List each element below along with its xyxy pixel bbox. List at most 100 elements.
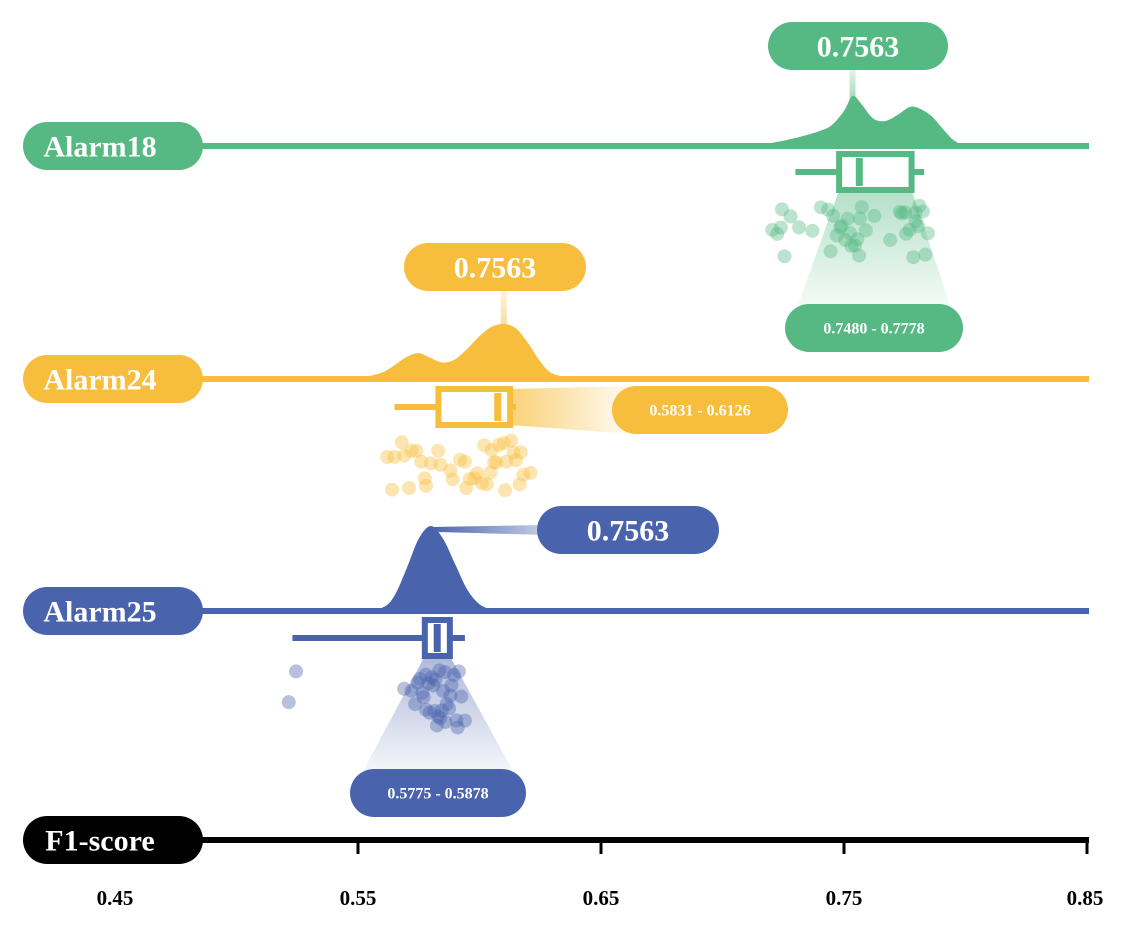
rain-point [426, 678, 441, 693]
rain-point [892, 204, 907, 219]
series-name: Alarm25 [43, 596, 156, 629]
rain-point [483, 465, 498, 480]
peak-label: 0.7563 [817, 31, 900, 64]
rain-point [462, 471, 477, 486]
rain-point [894, 206, 909, 221]
rain-point [823, 244, 838, 259]
rain-point [459, 481, 474, 496]
rain-point [852, 248, 867, 263]
rain-point [512, 477, 527, 492]
rain-point [840, 211, 855, 226]
rain-point [911, 219, 926, 234]
rain-point [506, 445, 521, 460]
rain-point [442, 701, 457, 716]
series-name-pill [23, 587, 203, 635]
rain-point [408, 697, 423, 712]
range-label: 0.5775 - 0.5878 [387, 786, 488, 803]
rain-point [491, 438, 506, 453]
rain-point [419, 702, 434, 717]
rain-point [844, 238, 859, 253]
x-tick-label: 0.85 [1067, 886, 1104, 910]
x-tick-label: 0.75 [826, 886, 863, 910]
rain-point [454, 689, 469, 704]
rain-point [513, 445, 528, 460]
box-iqr [836, 151, 915, 193]
rain-point [431, 443, 446, 458]
rain-point [380, 449, 395, 464]
series-name-pill [23, 122, 203, 170]
rain-point [805, 223, 820, 238]
rain-point [912, 198, 927, 213]
rain-point [410, 675, 425, 690]
rain-point [487, 455, 502, 470]
rain-point [397, 448, 412, 463]
range-callout-fan [510, 386, 632, 434]
rain-point [289, 664, 304, 679]
rain-point [415, 685, 430, 700]
range-callout-fan [362, 656, 514, 773]
rain-point [898, 205, 913, 220]
x-tick-label: 0.55 [340, 886, 377, 910]
peak-label-pill [404, 243, 586, 291]
rain-point [508, 453, 523, 468]
x-axis: 0.45 0.55 0.65 0.75 0.85 F1-score [23, 816, 1103, 910]
rain-point [783, 209, 798, 224]
rain-point [427, 704, 442, 719]
x-tick-label: 0.65 [583, 886, 620, 910]
rain-point [436, 683, 451, 698]
rain-point [457, 713, 472, 728]
density-cloud [285, 526, 504, 612]
rain-point [918, 247, 933, 262]
rain-point [908, 214, 923, 229]
peak-label-pill [537, 506, 719, 554]
rain-point [484, 443, 499, 458]
rain-point [838, 232, 853, 247]
rain-point [498, 483, 513, 498]
series-name: Alarm24 [43, 364, 156, 397]
rain-point [385, 482, 400, 497]
x-axis-title-pill [23, 816, 203, 864]
rain-point [474, 476, 489, 491]
rain-point [402, 481, 417, 496]
rain-point [417, 471, 432, 486]
peak-label-pill [768, 22, 948, 70]
rain-point [422, 705, 437, 720]
rain-point [450, 720, 465, 735]
rain-point [496, 435, 511, 450]
rain-point [902, 222, 917, 237]
rain-point [854, 200, 869, 215]
rain-point [449, 713, 464, 728]
rain-point [467, 471, 482, 486]
peak-connector [430, 525, 547, 535]
rain-point [446, 668, 461, 683]
rain-point [443, 463, 458, 478]
rain-point [423, 456, 438, 471]
rain-point [281, 695, 296, 710]
peak-label: 0.7563 [587, 515, 670, 548]
series-name-pill [23, 355, 203, 403]
rain-point [523, 465, 538, 480]
rain-point [439, 696, 454, 711]
rain-point [504, 433, 519, 448]
density-cloud [358, 323, 577, 379]
rain-point [765, 222, 780, 237]
range-callout-fan [797, 190, 951, 308]
rain-point [858, 223, 873, 238]
rain-point [433, 711, 448, 726]
rain-point [915, 204, 930, 219]
rain-point [419, 478, 434, 493]
rain-point [457, 454, 472, 469]
rain-point [412, 671, 427, 686]
peak-label: 0.7563 [454, 252, 537, 285]
rain-point [898, 226, 913, 241]
rain-point [444, 678, 459, 693]
rain-point [826, 208, 841, 223]
rain-point [428, 672, 443, 687]
rain-point [387, 449, 402, 464]
rain-point [418, 667, 433, 682]
rain-point [443, 688, 458, 703]
rain-point [773, 220, 788, 235]
rain-point [397, 681, 412, 696]
rain-point [432, 663, 447, 678]
range-label-pill [612, 386, 788, 434]
